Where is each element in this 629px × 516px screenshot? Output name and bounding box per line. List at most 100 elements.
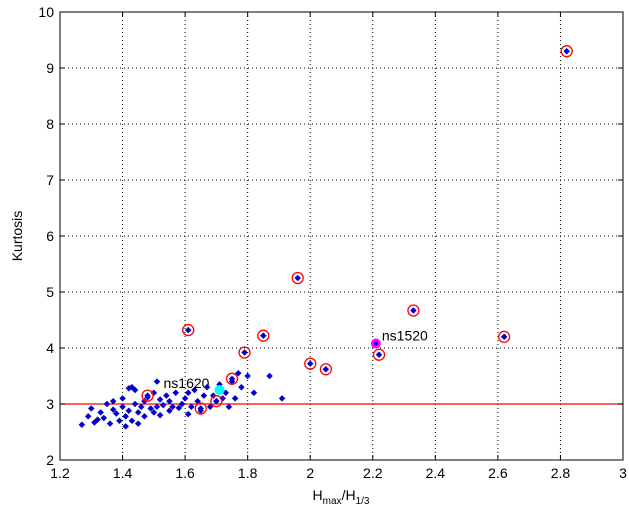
data-point — [137, 403, 145, 411]
data-point — [97, 409, 105, 416]
data-point — [87, 405, 95, 412]
circled-point — [197, 405, 205, 412]
y-tick-label: 7 — [46, 172, 54, 188]
data-point — [134, 420, 142, 427]
y-tick-label: 3 — [46, 396, 54, 412]
x-tick-label: 1.6 — [175, 465, 195, 481]
data-point — [125, 407, 133, 415]
circled-point — [259, 332, 267, 340]
circled-point-ring — [257, 329, 270, 342]
data-point — [131, 400, 139, 408]
data-point — [250, 389, 258, 397]
data-point — [103, 400, 111, 408]
data-point — [178, 400, 186, 408]
circled-point — [322, 365, 330, 373]
highlight-marker — [214, 385, 225, 395]
data-point — [141, 412, 148, 420]
data-point — [169, 403, 176, 411]
data-point — [184, 389, 192, 397]
circled-point — [184, 326, 192, 334]
x-tick-label: 1.2 — [50, 465, 70, 481]
circled-point-ring — [238, 346, 251, 359]
circled-point-ring — [182, 323, 195, 337]
circled-point-ring — [407, 304, 420, 317]
data-point — [112, 410, 120, 417]
y-tick-label: 4 — [46, 340, 54, 356]
data-point — [209, 392, 217, 399]
data-point — [172, 389, 180, 397]
x-axis-label: Hmax/H1/3 — [313, 487, 370, 507]
y-tick-label: 9 — [46, 60, 54, 76]
data-markers — [78, 45, 573, 430]
x-tick-label: 2 — [306, 465, 314, 481]
data-point — [244, 372, 252, 380]
data-point — [109, 406, 117, 413]
circled-point-ring — [497, 330, 511, 343]
data-point — [106, 420, 114, 427]
data-point — [175, 404, 183, 412]
data-point — [78, 421, 86, 429]
x-tick-label: 1.8 — [238, 465, 258, 481]
data-point — [119, 395, 126, 402]
circled-point-ring — [560, 45, 573, 58]
data-point — [150, 409, 158, 416]
data-point — [278, 395, 286, 402]
data-point — [234, 369, 242, 377]
circled-point — [241, 349, 248, 356]
data-point — [100, 414, 108, 422]
y-axis-label: Kurtosis — [9, 211, 25, 262]
circled-point — [306, 360, 314, 368]
data-point — [203, 383, 211, 391]
data-point — [153, 403, 161, 411]
circled-point-ring — [319, 363, 333, 376]
data-point — [134, 409, 142, 416]
circled-point — [144, 392, 151, 399]
data-point — [147, 405, 155, 412]
data-point — [94, 416, 101, 424]
data-point — [231, 395, 239, 402]
x-tick-label: 2.8 — [551, 465, 571, 481]
data-point — [191, 386, 198, 394]
highlight-ns1620: ns1620 — [164, 375, 225, 395]
data-point — [84, 412, 92, 420]
data-point — [166, 407, 173, 415]
y-tick-label: 5 — [46, 284, 54, 300]
circled-point — [375, 351, 383, 359]
x-tick-labels: 1.2 1.4 1.6 1.8 2 2.2 2.4 2.6 2.8 3 — [50, 465, 627, 481]
highlight-center — [373, 341, 378, 346]
data-point — [166, 397, 173, 405]
data-point — [156, 411, 164, 419]
x-tick-label: 1.4 — [113, 465, 133, 481]
circled-point-ring — [141, 389, 154, 402]
grid-lines — [60, 12, 623, 460]
data-point — [153, 378, 161, 385]
circled-point — [563, 47, 571, 55]
y-tick-label: 10 — [38, 4, 54, 20]
highlighted-points: ns1520 ns1620 — [164, 328, 428, 395]
circled-point-ring — [304, 357, 317, 370]
data-point — [122, 423, 130, 430]
x-tick-label: 2.6 — [488, 465, 508, 481]
x-tick-label: 2.2 — [363, 465, 383, 481]
circled-point-ring — [194, 402, 207, 415]
circled-point — [294, 274, 302, 282]
circled-point-ring — [210, 395, 223, 408]
annotation-label: ns1620 — [164, 375, 210, 391]
data-point — [141, 397, 148, 405]
circled-point-ring — [225, 372, 239, 385]
x-tick-label: 3 — [619, 465, 627, 481]
y-tick-label: 6 — [46, 228, 54, 244]
x-tick-label: 2.4 — [426, 465, 446, 481]
annotation-label: ns1520 — [382, 328, 428, 344]
data-point — [159, 401, 167, 409]
circled-point — [228, 375, 236, 383]
data-point — [156, 396, 164, 403]
plot-background — [60, 12, 623, 460]
y-tick-labels: 2 3 4 5 6 7 8 9 10 — [38, 4, 54, 468]
data-point — [266, 372, 273, 380]
y-tick-label: 8 — [46, 116, 54, 132]
axis-ticks — [59, 11, 624, 461]
data-point — [225, 403, 233, 411]
data-point — [200, 392, 208, 399]
